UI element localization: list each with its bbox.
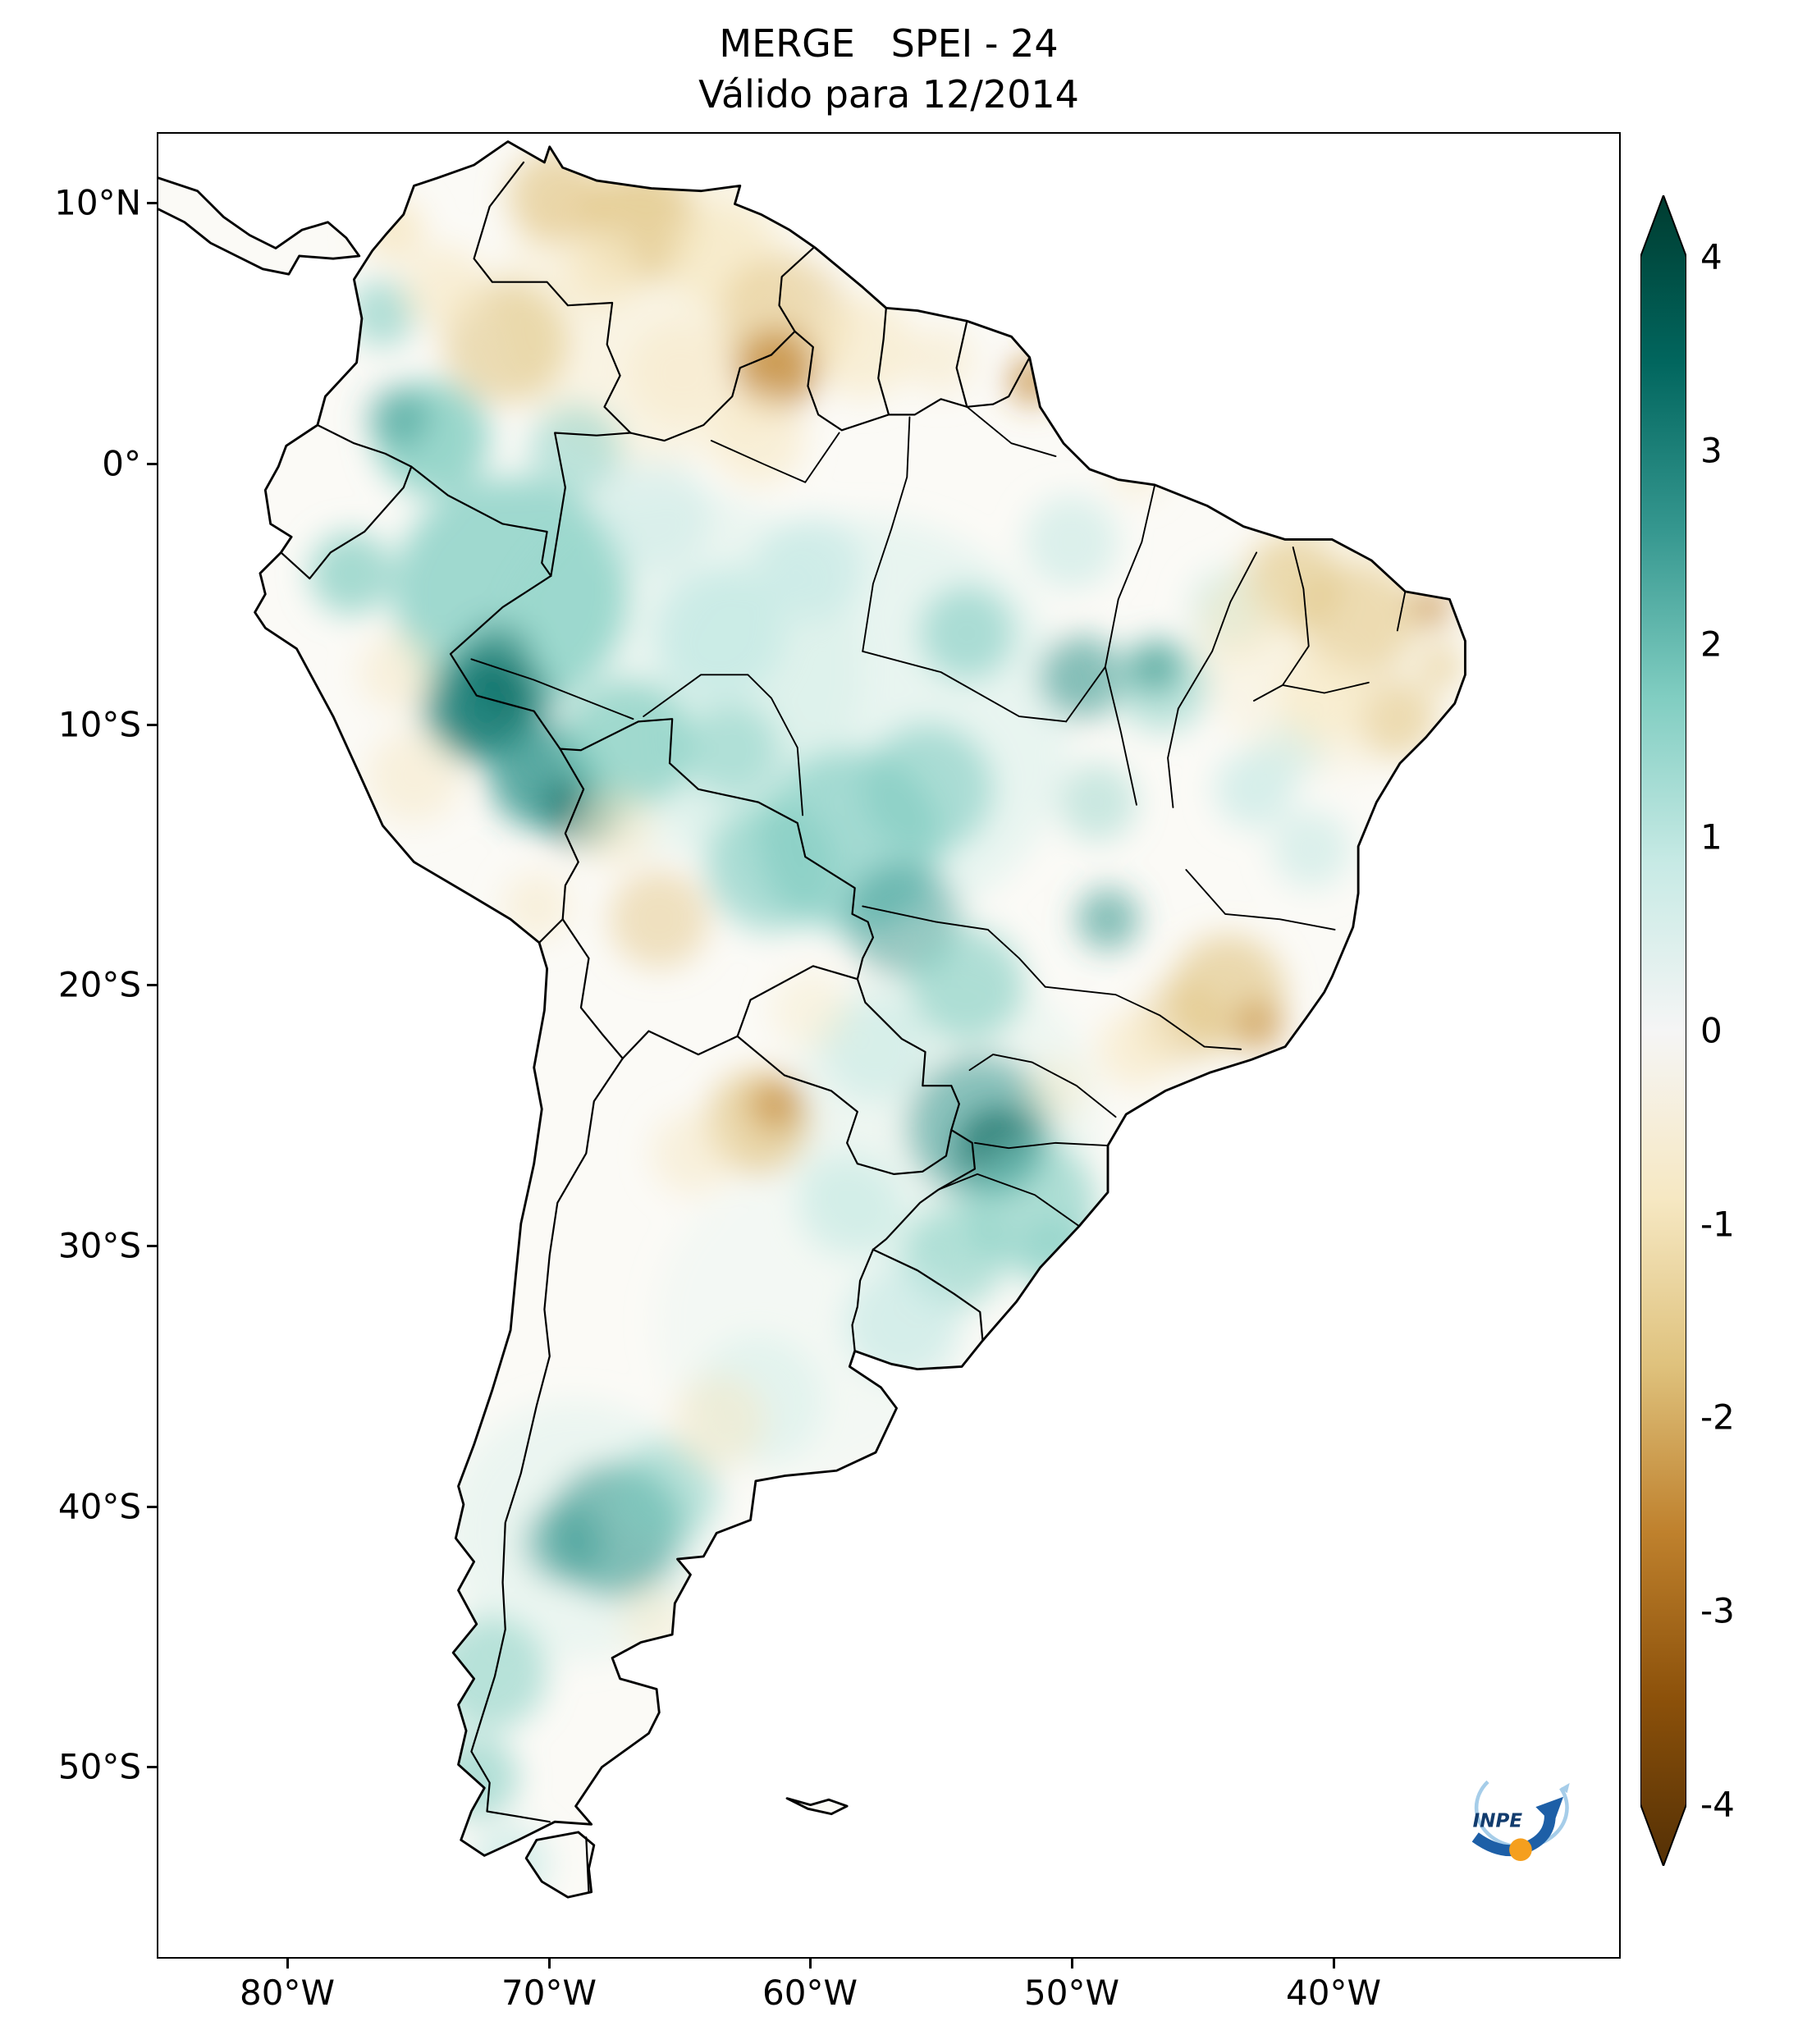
colorbar-tick-label: 4 [1700, 236, 1723, 277]
logo-text: INPE [1473, 1811, 1523, 1832]
lat-tick-mark [147, 724, 157, 726]
state-borders [470, 405, 1407, 1228]
lat-tick-label: 20°S [57, 964, 141, 1005]
map-plot-area: INPE [157, 132, 1621, 1959]
lat-tick-mark [147, 463, 157, 465]
logo-orbit-arrowhead [1561, 1782, 1570, 1794]
colorbar-tick-label: -2 [1700, 1397, 1735, 1438]
chart-subtitle: Válido para 12/2014 [698, 72, 1079, 117]
logo-swoosh-arrowhead [1535, 1796, 1564, 1825]
colorbar-gradient [1640, 195, 1686, 1866]
lon-tick-mark [286, 1959, 289, 1969]
colorbar-tick-label: 2 [1700, 624, 1723, 665]
colorbar-tick-label: 0 [1700, 1010, 1723, 1051]
colorbar-tick-label: -3 [1700, 1590, 1735, 1631]
colorbar-tick-label: 1 [1700, 816, 1723, 857]
lat-tick-label: 10°S [57, 704, 141, 745]
colorbar [1640, 195, 1686, 1866]
inpe-logo: INPE [1471, 1780, 1570, 1861]
coastline [158, 140, 1466, 1899]
lon-tick-mark [809, 1959, 812, 1969]
colorbar-tick-label: -1 [1700, 1204, 1735, 1245]
colorbar-tick-label: 3 [1700, 430, 1723, 471]
lat-tick-label: 50°S [57, 1746, 141, 1787]
south-america-spei-map [158, 140, 1466, 1899]
lon-tick-label: 70°W [501, 1973, 597, 2013]
lon-tick-label: 80°W [240, 1973, 335, 2013]
lat-tick-label: 10°N [54, 182, 141, 223]
lon-tick-mark [1071, 1959, 1073, 1969]
country-borders [280, 161, 1031, 1893]
lon-tick-mark [548, 1959, 551, 1969]
lat-tick-mark [147, 202, 157, 204]
lat-tick-label: 0° [102, 443, 141, 484]
lon-tick-mark [1333, 1959, 1335, 1969]
logo-orange-ball [1509, 1838, 1532, 1861]
colorbar-tick-label: -4 [1700, 1784, 1735, 1825]
lon-tick-label: 50°W [1024, 1973, 1119, 2013]
chart-title: MERGE SPEI - 24 [719, 21, 1059, 66]
lon-tick-label: 60°W [762, 1973, 858, 2013]
lon-tick-label: 40°W [1286, 1973, 1381, 2013]
lat-tick-label: 30°S [57, 1225, 141, 1266]
lat-tick-mark [147, 1245, 157, 1247]
lat-tick-label: 40°S [57, 1486, 141, 1527]
lat-tick-mark [147, 1506, 157, 1508]
lat-tick-mark [147, 984, 157, 986]
lat-tick-mark [147, 1766, 157, 1768]
chart-title-block: MERGE SPEI - 24 Válido para 12/2014 [157, 18, 1621, 120]
spei-raster [158, 141, 1466, 1898]
